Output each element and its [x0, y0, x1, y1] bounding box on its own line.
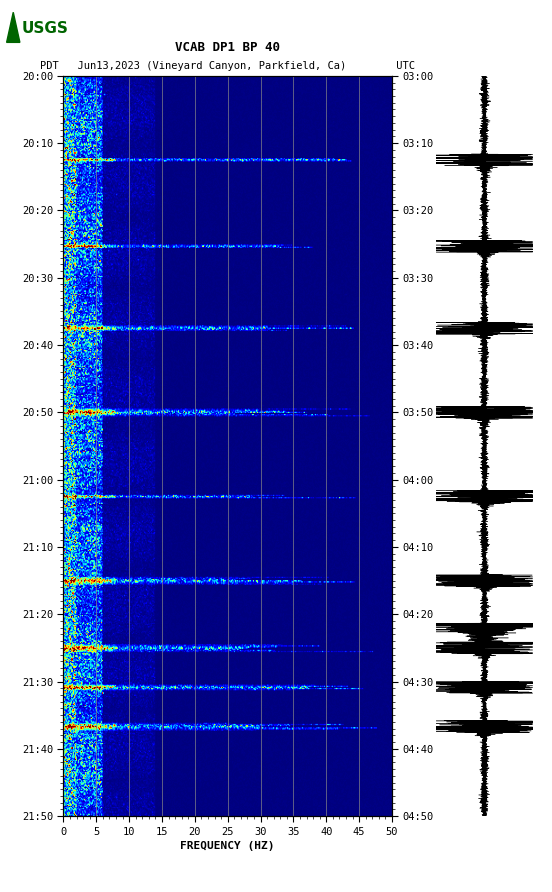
Text: PDT   Jun13,2023 (Vineyard Canyon, Parkfield, Ca)        UTC: PDT Jun13,2023 (Vineyard Canyon, Parkfie…: [40, 62, 415, 71]
Text: USGS: USGS: [22, 21, 69, 36]
X-axis label: FREQUENCY (HZ): FREQUENCY (HZ): [181, 841, 275, 851]
Polygon shape: [7, 12, 20, 42]
Text: VCAB DP1 BP 40: VCAB DP1 BP 40: [175, 40, 280, 54]
